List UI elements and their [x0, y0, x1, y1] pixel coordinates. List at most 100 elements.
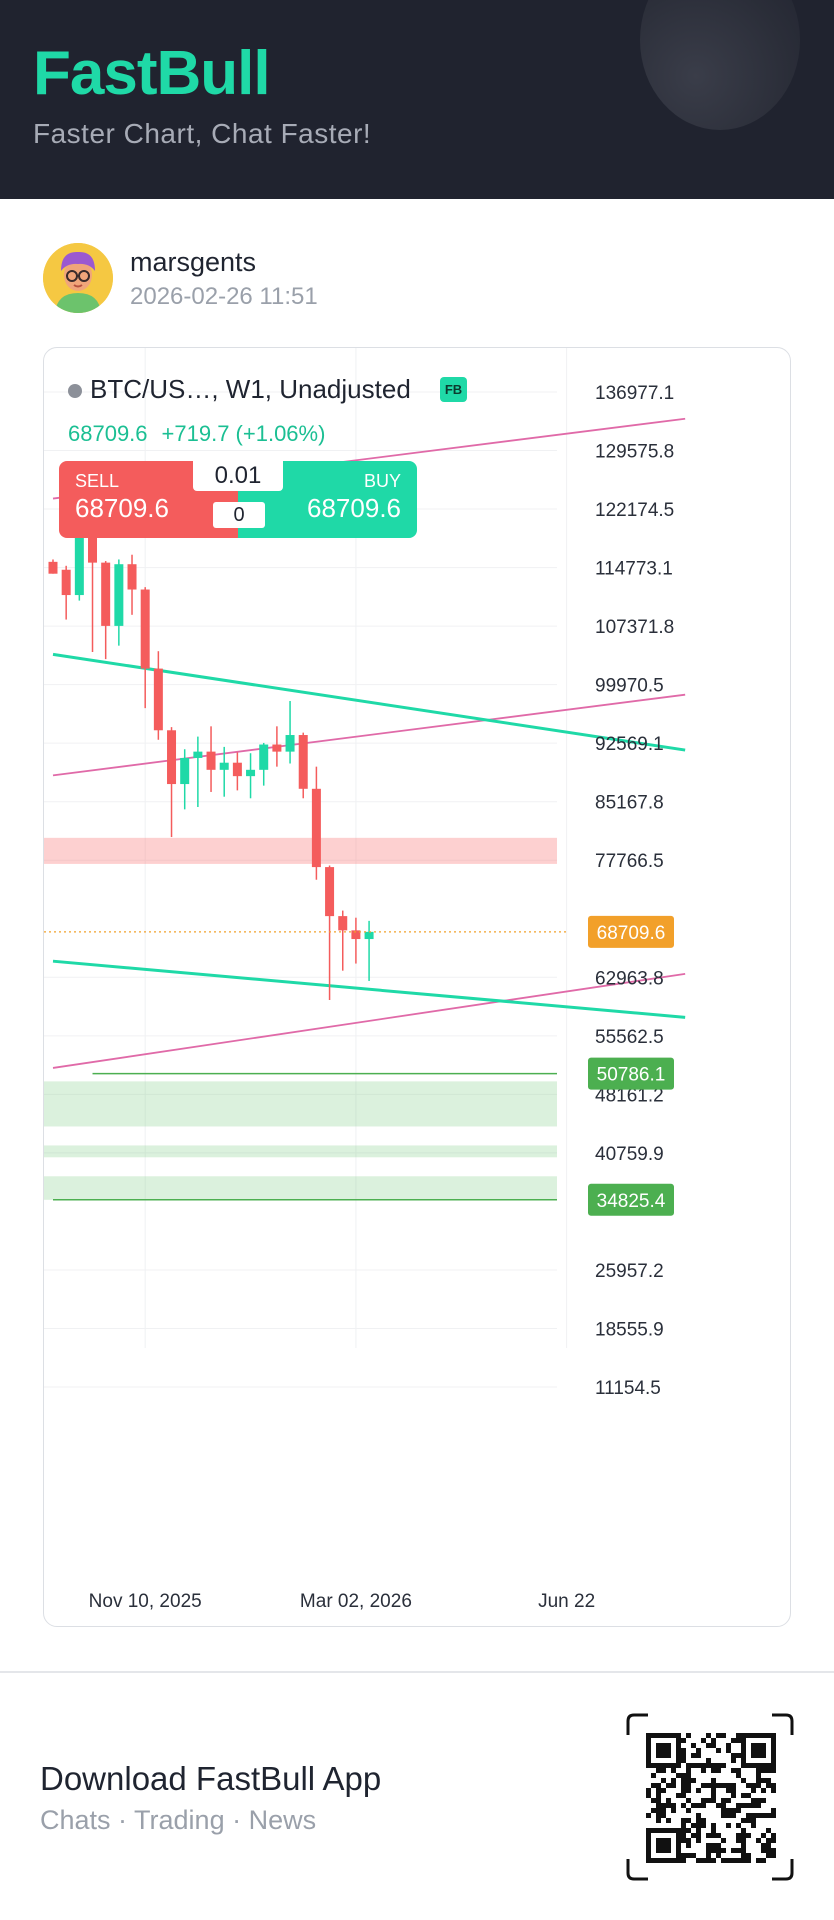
qr-module — [756, 1813, 761, 1818]
qr-code[interactable] — [626, 1713, 794, 1881]
qr-module — [706, 1853, 711, 1858]
qr-module — [706, 1743, 711, 1748]
qr-module — [671, 1803, 676, 1808]
qr-module — [741, 1828, 746, 1833]
qr-module — [681, 1828, 686, 1833]
qr-module — [736, 1838, 741, 1843]
qr-module — [726, 1823, 731, 1828]
qr-module — [701, 1803, 706, 1808]
last-price: 68709.6 — [68, 421, 148, 446]
avatar[interactable] — [43, 243, 113, 313]
qr-module — [656, 1798, 661, 1803]
qr-module — [656, 1808, 661, 1813]
symbol-label[interactable]: BTC/US…, W1, Unadjusted — [90, 374, 411, 405]
qr-module — [736, 1808, 741, 1813]
y-tick-label: 122174.5 — [595, 500, 674, 521]
fb-badge: FB — [440, 377, 467, 402]
candle-body — [219, 762, 229, 770]
qr-module — [686, 1838, 691, 1843]
candle-body — [259, 744, 269, 770]
qr-module — [656, 1793, 661, 1798]
qr-module — [761, 1768, 766, 1773]
qr-module — [646, 1813, 651, 1818]
current-price-tag: 68709.6 — [597, 923, 666, 944]
price-level-tag: 34825.4 — [597, 1191, 666, 1212]
candle-body — [298, 735, 308, 789]
price-row: 68709.6 +719.7 (+1.06%) — [68, 421, 339, 447]
y-tick-label: 114773.1 — [595, 559, 673, 580]
x-tick-label: Mar 02, 2026 — [300, 1591, 412, 1612]
spread-value: 0 — [213, 502, 265, 528]
qr-module — [751, 1813, 756, 1818]
buy-label: BUY — [363, 471, 401, 491]
lot-size-input[interactable]: 0.01 — [193, 461, 283, 491]
qr-module — [696, 1818, 701, 1823]
qr-module — [691, 1743, 696, 1748]
y-tick-label: 99970.5 — [595, 676, 664, 697]
qr-module — [686, 1828, 691, 1833]
qr-module — [751, 1823, 756, 1828]
qr-module — [706, 1848, 711, 1853]
qr-module — [696, 1858, 701, 1863]
qr-module — [651, 1783, 656, 1788]
candle-body — [153, 668, 163, 731]
candle-body — [61, 569, 71, 596]
qr-module — [766, 1768, 771, 1773]
qr-module — [731, 1858, 736, 1863]
qr-module — [691, 1803, 696, 1808]
qr-module — [686, 1843, 691, 1848]
qr-module — [766, 1783, 771, 1788]
qr-finder-core — [656, 1838, 671, 1853]
qr-module — [716, 1833, 721, 1838]
price-chart[interactable]: 136977.1 129575.8 122174.5 114773.1 107371.8… — [44, 348, 791, 1627]
qr-module — [681, 1758, 686, 1763]
current-price-tag-bg — [588, 915, 674, 948]
chart-card: 136977.1 129575.8 122174.5 114773.1 107371.8… — [43, 347, 791, 1627]
qr-module — [771, 1788, 776, 1793]
qr-module — [726, 1858, 731, 1863]
qr-module — [766, 1848, 771, 1853]
qr-module — [711, 1793, 716, 1798]
qr-module — [766, 1828, 771, 1833]
qr-module — [671, 1783, 676, 1788]
username[interactable]: marsgents — [130, 247, 257, 277]
qr-module — [661, 1803, 666, 1808]
qr-module — [701, 1768, 706, 1773]
qr-module — [751, 1788, 756, 1793]
qr-module — [681, 1778, 686, 1783]
y-tick-label: 92569.1 — [595, 734, 664, 755]
qr-module — [706, 1798, 711, 1803]
qr-module — [726, 1788, 731, 1793]
qr-module — [656, 1813, 661, 1818]
qr-module — [681, 1738, 686, 1743]
qr-module — [756, 1773, 761, 1778]
qr-module — [741, 1833, 746, 1838]
qr-module — [736, 1858, 741, 1863]
y-tick-label: 77766.5 — [595, 851, 664, 872]
qr-module — [706, 1733, 711, 1738]
qr-module — [681, 1773, 686, 1778]
qr-module — [691, 1753, 696, 1758]
qr-module — [761, 1848, 766, 1853]
qr-module — [681, 1793, 686, 1798]
y-tick-label: 18555.9 — [595, 1319, 664, 1340]
candle-body — [101, 562, 111, 626]
qr-module — [676, 1793, 681, 1798]
qr-module — [681, 1853, 686, 1858]
qr-module — [761, 1778, 766, 1783]
download-title[interactable]: Download FastBull App — [40, 1760, 382, 1797]
qr-module — [666, 1818, 671, 1823]
qr-module — [751, 1818, 756, 1823]
qr-module — [651, 1773, 656, 1778]
qr-module — [731, 1768, 736, 1773]
qr-module — [666, 1798, 671, 1803]
qr-module — [686, 1768, 691, 1773]
qr-module — [751, 1798, 756, 1803]
qr-module — [716, 1783, 721, 1788]
qr-module — [661, 1808, 666, 1813]
qr-module — [746, 1813, 751, 1818]
qr-module — [726, 1808, 731, 1813]
trend-line — [52, 959, 686, 1019]
qr-module — [736, 1753, 741, 1758]
qr-module — [711, 1778, 716, 1783]
